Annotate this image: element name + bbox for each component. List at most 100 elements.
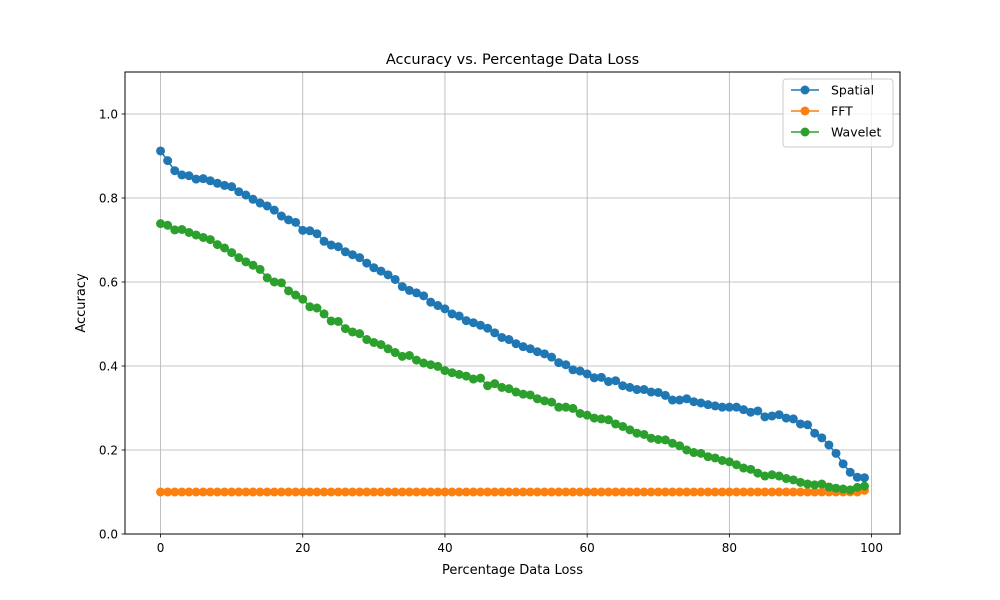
legend-label-spatial: Spatial <box>831 83 874 98</box>
data-point-wavelet <box>682 445 692 455</box>
data-point-fft <box>333 487 343 497</box>
data-point-spatial <box>248 194 258 204</box>
data-point-wavelet <box>717 456 727 465</box>
data-point-fft <box>731 487 741 497</box>
data-point-fft <box>803 487 813 497</box>
data-point-fft <box>660 487 670 497</box>
data-point-spatial <box>667 395 677 405</box>
data-point-fft <box>376 487 386 497</box>
data-point-spatial <box>660 390 670 400</box>
y-tick-label: 0.8 <box>99 192 118 206</box>
data-point-wavelet <box>355 329 365 339</box>
data-point-wavelet <box>255 264 265 274</box>
data-point-wavelet <box>568 403 578 413</box>
data-point-wavelet <box>646 433 656 443</box>
data-point-fft <box>312 487 322 497</box>
data-point-fft <box>554 487 564 497</box>
data-point-wavelet <box>269 277 279 287</box>
data-point-wavelet <box>739 463 749 473</box>
data-point-wavelet <box>440 366 450 376</box>
data-point-spatial <box>369 263 379 273</box>
data-point-wavelet <box>298 294 308 304</box>
data-point-spatial <box>312 229 322 239</box>
data-point-spatial <box>781 413 791 423</box>
data-point-spatial <box>589 373 599 383</box>
data-point-spatial <box>760 412 770 422</box>
data-point-wavelet <box>532 394 542 404</box>
data-point-fft <box>440 487 450 497</box>
data-point-fft <box>383 487 393 497</box>
data-point-spatial <box>540 349 549 359</box>
data-point-spatial <box>376 266 386 276</box>
data-point-fft <box>490 487 500 497</box>
data-point-wavelet <box>817 479 827 489</box>
data-point-spatial <box>497 332 507 342</box>
data-point-spatial <box>362 258 372 268</box>
data-point-wavelet <box>312 303 322 313</box>
data-point-fft <box>703 487 713 497</box>
y-tick-label: 0.4 <box>99 360 118 374</box>
data-point-wavelet <box>675 441 685 451</box>
data-point-spatial <box>724 402 734 412</box>
data-point-wavelet <box>838 484 848 494</box>
data-point-wavelet <box>639 429 649 439</box>
data-point-spatial <box>675 395 685 405</box>
data-point-fft <box>404 487 414 497</box>
series-layer <box>156 146 869 497</box>
data-point-wavelet <box>369 337 379 347</box>
data-point-fft <box>618 487 628 497</box>
x-tick-label: 20 <box>295 541 310 555</box>
data-point-fft <box>767 487 777 497</box>
data-point-fft <box>667 487 677 497</box>
data-point-wavelet <box>177 225 187 234</box>
data-point-wavelet <box>276 278 286 288</box>
series-fft <box>156 485 869 497</box>
data-point-fft <box>454 487 464 497</box>
data-point-fft <box>348 487 358 497</box>
data-point-wavelet <box>632 428 642 438</box>
data-point-spatial <box>490 328 500 338</box>
data-point-wavelet <box>795 477 805 487</box>
data-point-fft <box>234 487 244 497</box>
data-point-spatial <box>440 304 450 314</box>
data-point-spatial <box>205 176 215 186</box>
data-point-spatial <box>838 459 848 469</box>
data-point-fft <box>305 487 315 497</box>
data-point-wavelet <box>845 485 855 495</box>
data-point-fft <box>419 487 429 497</box>
data-point-wavelet <box>547 397 557 407</box>
data-point-fft <box>340 487 350 497</box>
data-point-spatial <box>845 467 855 477</box>
data-point-fft <box>212 487 222 497</box>
data-point-wavelet <box>753 468 763 478</box>
data-point-spatial <box>156 146 166 156</box>
data-point-fft <box>525 487 535 497</box>
data-point-wavelet <box>241 257 251 267</box>
data-point-fft <box>170 487 180 497</box>
data-point-wavelet <box>319 309 329 319</box>
data-point-fft <box>468 487 478 497</box>
data-point-spatial <box>305 226 315 236</box>
data-point-fft <box>163 487 173 497</box>
data-point-spatial <box>803 420 813 430</box>
data-point-spatial <box>220 180 230 190</box>
legend-box <box>782 78 894 148</box>
data-point-fft <box>369 487 379 497</box>
data-point-spatial <box>717 402 727 412</box>
data-point-fft <box>433 487 443 497</box>
axis-ticks: 0 20 40 60 80 100 0.0 0.2 0.4 0.6 0.8 1.0 <box>99 108 883 556</box>
y-tick-label: 0.0 <box>99 528 118 542</box>
plot-area <box>125 72 900 534</box>
data-point-wavelet <box>589 413 599 423</box>
data-point-fft <box>291 487 301 497</box>
data-point-wavelet <box>397 351 407 361</box>
data-point-spatial <box>774 410 784 420</box>
data-point-fft <box>774 487 784 497</box>
data-point-wavelet <box>618 421 628 431</box>
x-tick-label: 80 <box>722 541 737 555</box>
legend-marker-spatial <box>800 85 810 95</box>
data-point-fft <box>611 487 621 497</box>
data-point-fft <box>589 487 599 497</box>
data-point-spatial <box>412 288 422 298</box>
